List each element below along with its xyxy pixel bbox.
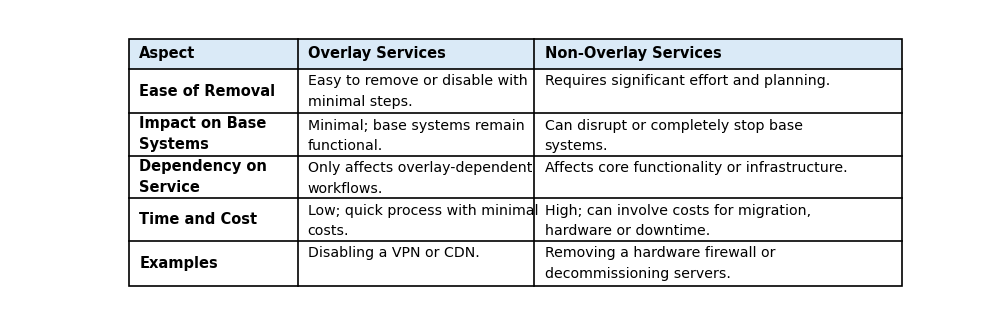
Bar xyxy=(129,156,902,198)
Text: Aspect: Aspect xyxy=(139,46,195,61)
Text: Disabling a VPN or CDN.: Disabling a VPN or CDN. xyxy=(308,246,480,260)
Text: Minimal; base systems remain
functional.: Minimal; base systems remain functional. xyxy=(308,119,524,153)
Text: Affects core functionality or infrastructure.: Affects core functionality or infrastruc… xyxy=(545,161,848,175)
Text: High; can involve costs for migration,
hardware or downtime.: High; can involve costs for migration, h… xyxy=(545,204,811,238)
Text: Dependency on
Service: Dependency on Service xyxy=(139,159,268,195)
Bar xyxy=(129,113,902,156)
Text: Easy to remove or disable with
minimal steps.: Easy to remove or disable with minimal s… xyxy=(308,74,527,109)
Text: Requires significant effort and planning.: Requires significant effort and planning… xyxy=(545,74,830,88)
Text: Overlay Services: Overlay Services xyxy=(308,46,446,61)
Text: Impact on Base
Systems: Impact on Base Systems xyxy=(139,117,267,152)
Text: Ease of Removal: Ease of Removal xyxy=(139,83,276,99)
Text: Non-Overlay Services: Non-Overlay Services xyxy=(545,46,721,61)
Text: Examples: Examples xyxy=(139,256,218,271)
Bar xyxy=(129,241,902,286)
Bar xyxy=(129,39,902,69)
Bar xyxy=(129,69,902,113)
Text: Only affects overlay-dependent
workflows.: Only affects overlay-dependent workflows… xyxy=(308,161,532,196)
Text: Low; quick process with minimal
costs.: Low; quick process with minimal costs. xyxy=(308,204,538,238)
Text: Time and Cost: Time and Cost xyxy=(139,212,258,227)
Text: Can disrupt or completely stop base
systems.: Can disrupt or completely stop base syst… xyxy=(545,119,803,153)
Bar xyxy=(129,198,902,241)
Text: Removing a hardware firewall or
decommissioning servers.: Removing a hardware firewall or decommis… xyxy=(545,246,776,281)
